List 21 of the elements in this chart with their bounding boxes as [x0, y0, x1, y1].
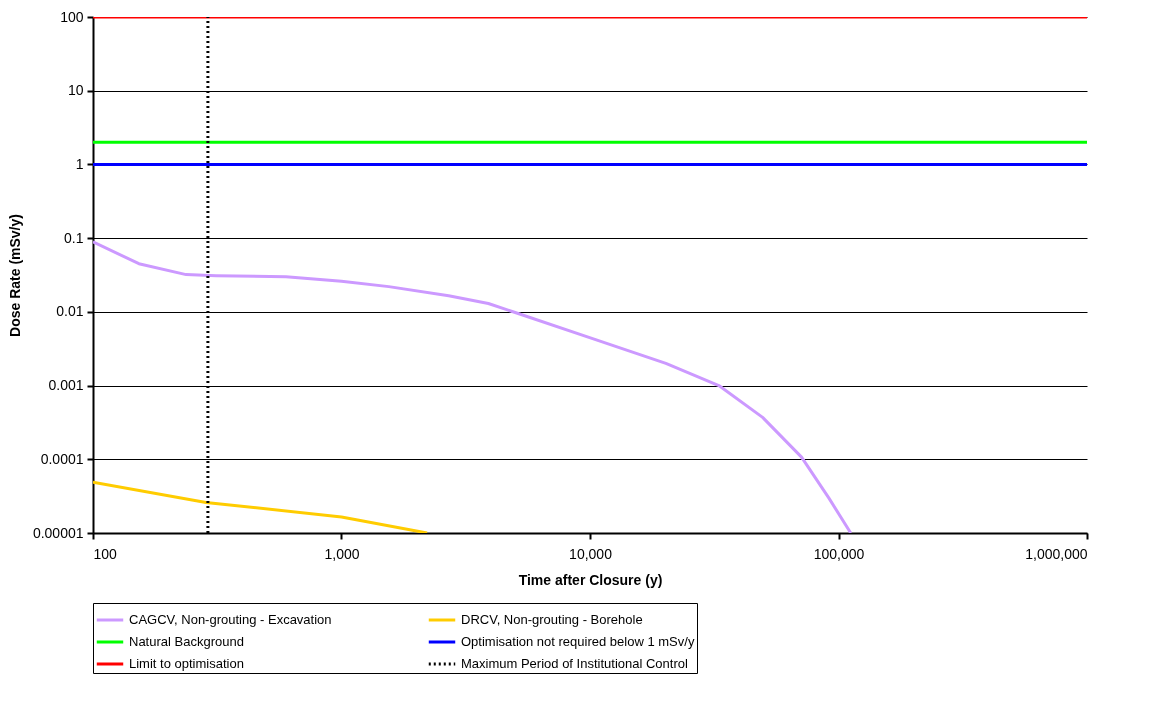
y-tick-label: 0.0001	[40, 450, 84, 467]
y-tick-label: 0.1	[64, 229, 84, 246]
legend-label: Limit to optimisation	[129, 656, 244, 671]
legend-label: Natural Background	[129, 634, 244, 649]
legend-label: Maximum Period of Institutional Control	[461, 656, 688, 671]
legend-label: CAGCV, Non-grouting - Excavation	[129, 612, 332, 627]
y-tick-label: 0.001	[48, 377, 84, 394]
x-tick-label: 100	[93, 545, 118, 562]
y-tick-label: 100	[60, 8, 84, 25]
y-tick-label: 0.00001	[32, 524, 84, 541]
x-axis-title: Time after Closure (y)	[518, 571, 663, 588]
x-tick-label: 1,000	[324, 545, 360, 562]
x-tick-label: 10,000	[569, 545, 613, 562]
x-tick-label: 1,000,000	[1025, 545, 1088, 562]
y-tick-label: 10	[67, 82, 84, 99]
y-tick-label: 0.01	[56, 303, 84, 320]
y-axis-title: Dose Rate (mSv/y)	[6, 214, 23, 337]
y-tick-label: 1	[75, 155, 84, 172]
legend-label: Optimisation not required below 1 mSv/y	[461, 634, 695, 649]
x-tick-label: 100,000	[813, 545, 865, 562]
legend-label: DRCV, Non-grouting - Borehole	[461, 612, 643, 627]
